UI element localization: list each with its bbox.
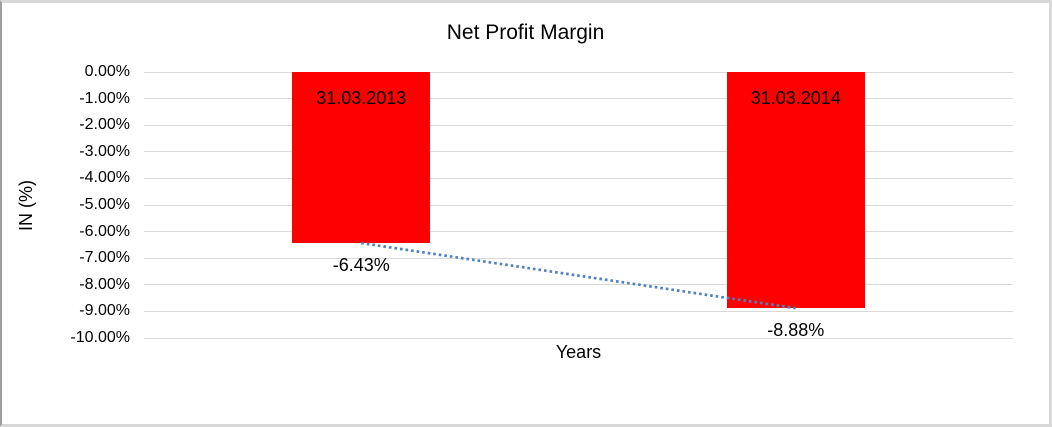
gridline bbox=[144, 204, 1013, 206]
x-axis-title: Years bbox=[555, 342, 602, 362]
gridline bbox=[144, 124, 1013, 126]
y-tick-label: -5.00% bbox=[79, 196, 130, 213]
gridline bbox=[144, 284, 1013, 286]
gridline bbox=[144, 151, 1013, 153]
gridline bbox=[144, 177, 1013, 179]
trendline-segment[interactable] bbox=[361, 241, 796, 310]
gridline bbox=[144, 310, 1013, 312]
y-tick-label: -8.00% bbox=[79, 275, 130, 293]
bar-value-label: -6.43% bbox=[332, 255, 390, 276]
trendline[interactable] bbox=[144, 72, 1013, 338]
bar[interactable] bbox=[726, 72, 865, 309]
gridline bbox=[144, 337, 1013, 339]
plot-area: 31.03.2013 -6.43% 31.03.2014 -8.88% bbox=[144, 71, 1013, 341]
bar-category-label: 31.03.2014 bbox=[750, 88, 841, 108]
y-tick-label: -2.00% bbox=[79, 116, 130, 134]
y-tick-label: -10.00% bbox=[70, 329, 130, 346]
bar-category-label: 31.03.2013 bbox=[316, 88, 407, 108]
gridline bbox=[144, 257, 1013, 259]
bar[interactable] bbox=[292, 72, 431, 244]
y-tick-label: -1.00% bbox=[79, 89, 130, 107]
gridline bbox=[144, 231, 1013, 233]
y-tick-label: 0.00% bbox=[84, 63, 130, 80]
y-tick-label: -6.00% bbox=[79, 222, 130, 240]
gridline bbox=[144, 98, 1013, 100]
chart-title: Net Profit Margin bbox=[446, 21, 605, 44]
y-tick-label: -9.00% bbox=[79, 302, 130, 320]
y-tick-label: -7.00% bbox=[79, 249, 130, 267]
bar-value-label: -8.88% bbox=[767, 320, 825, 341]
gridline bbox=[144, 71, 1013, 73]
y-tick-label: -3.00% bbox=[79, 142, 130, 160]
y-tick-label: -4.00% bbox=[79, 169, 130, 187]
